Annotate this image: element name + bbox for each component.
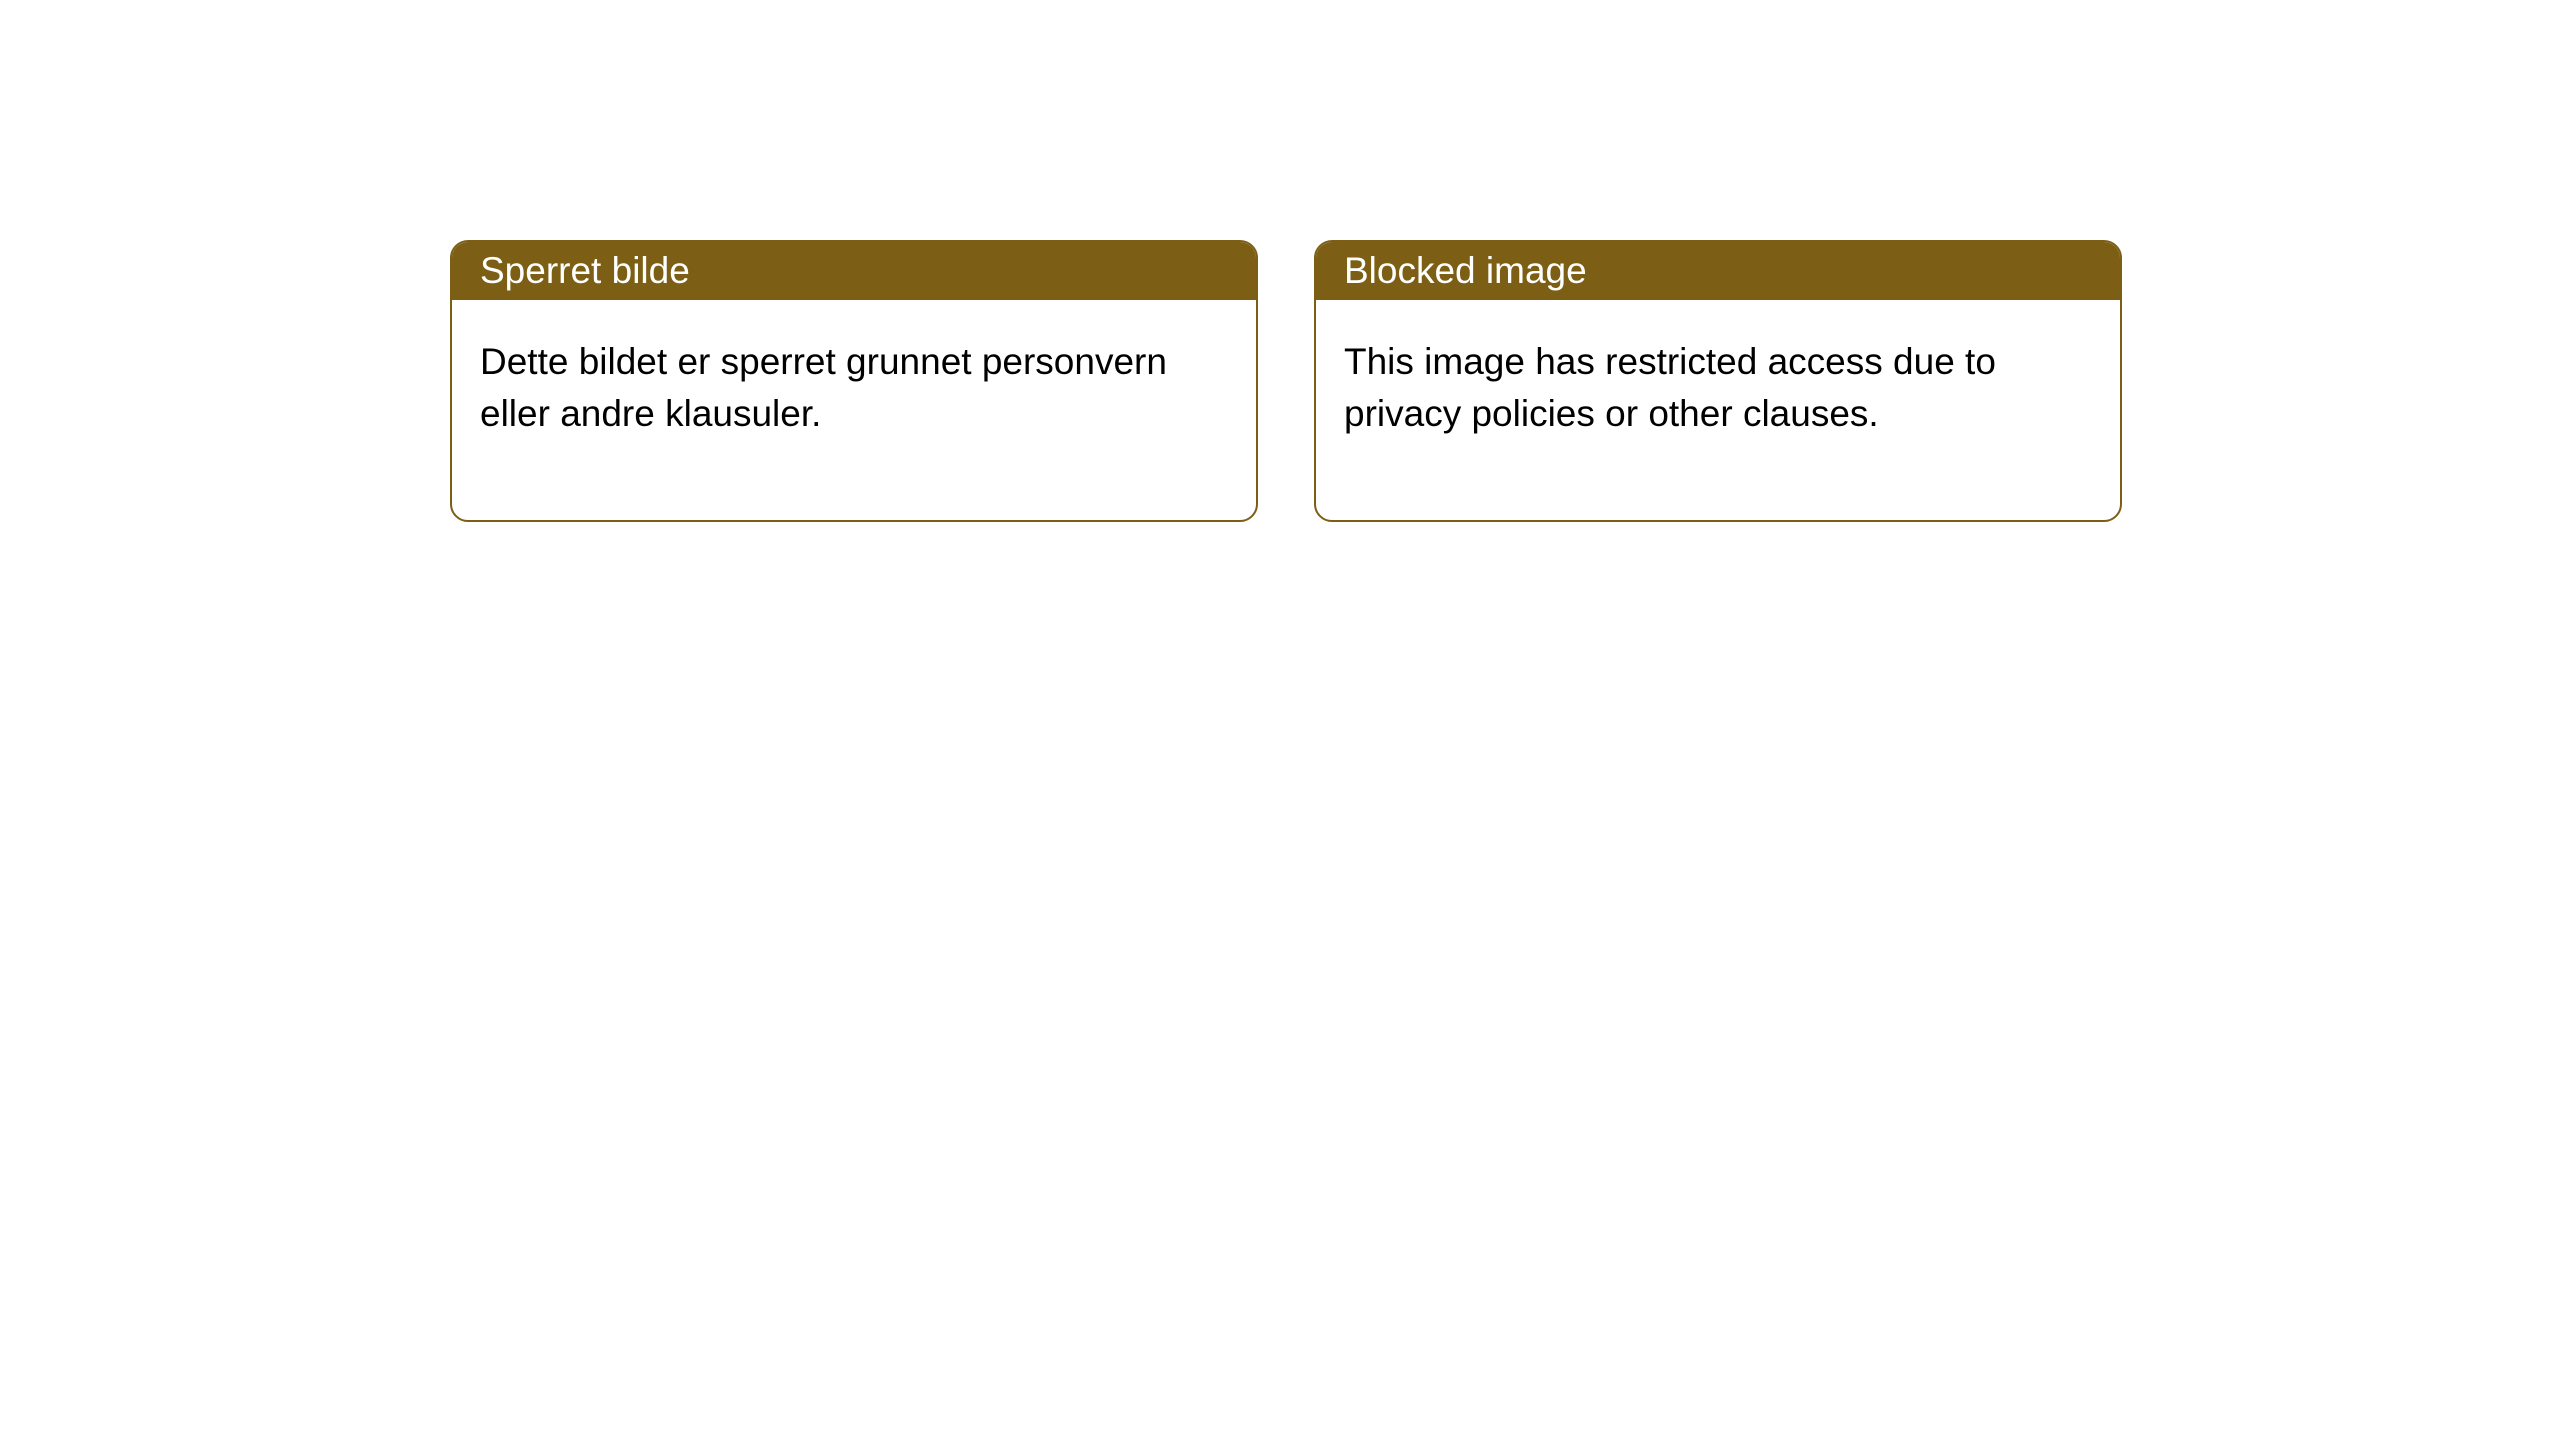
notice-body-text: This image has restricted access due to … bbox=[1344, 341, 1996, 434]
notice-card-english: Blocked image This image has restricted … bbox=[1314, 240, 2122, 522]
notice-card-header: Sperret bilde bbox=[452, 242, 1256, 300]
notice-title: Blocked image bbox=[1344, 250, 1587, 291]
notice-body-text: Dette bildet er sperret grunnet personve… bbox=[480, 341, 1167, 434]
notice-card-body: Dette bildet er sperret grunnet personve… bbox=[452, 300, 1256, 520]
notice-card-body: This image has restricted access due to … bbox=[1316, 300, 2120, 520]
notice-container: Sperret bilde Dette bildet er sperret gr… bbox=[450, 240, 2122, 522]
notice-card-header: Blocked image bbox=[1316, 242, 2120, 300]
notice-card-norwegian: Sperret bilde Dette bildet er sperret gr… bbox=[450, 240, 1258, 522]
notice-title: Sperret bilde bbox=[480, 250, 690, 291]
